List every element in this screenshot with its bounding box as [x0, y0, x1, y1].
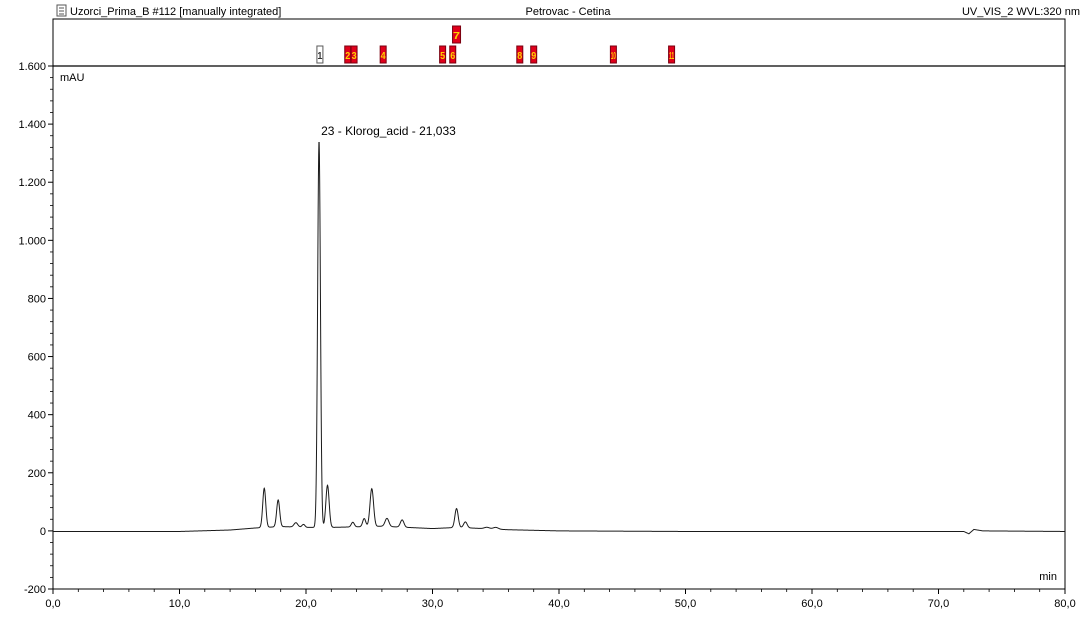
x-tick-label: 30,0: [422, 598, 443, 610]
peak-annotation-label: 23 - Klorog_acid - 21,033: [321, 124, 456, 138]
peak-marker: 6: [449, 45, 457, 64]
peak-marker-label: 1: [317, 51, 322, 62]
peak-marker-box: [516, 45, 524, 64]
peak-marker-band: 1 2 3 4 5 6 7 8 9 10 11: [316, 25, 676, 64]
x-tick-label: 70,0: [928, 598, 949, 610]
peak-marker: 4: [379, 45, 387, 64]
document-icon[interactable]: [56, 4, 67, 17]
y-tick-label: 0: [40, 526, 46, 538]
peak-marker-label: 4: [381, 51, 386, 62]
x-axis-label: min: [1039, 571, 1057, 583]
peak-marker: 3: [350, 45, 358, 64]
x-tick-label: 20,0: [295, 598, 316, 610]
x-tick-label: 50,0: [675, 598, 696, 610]
peak-marker: 1: [316, 45, 324, 64]
y-tick-label: 1.400: [18, 119, 46, 131]
peak-marker-box: [350, 45, 358, 64]
plot-frame: [52, 18, 1066, 590]
peak-marker-box: [452, 25, 462, 44]
chromatogram-trace: [53, 142, 1065, 535]
y-tick-label: -200: [24, 584, 46, 596]
x-tick-label: 40,0: [548, 598, 569, 610]
x-tick-label: 10,0: [169, 598, 190, 610]
y-tick-label: 1.200: [18, 177, 46, 189]
peak-marker-label: 8: [517, 51, 522, 62]
y-tick-label: 600: [28, 352, 46, 364]
peak-marker-box: [668, 45, 676, 64]
peak-marker-box: [530, 45, 538, 64]
chromatogram-center-title: Petrovac - Cetina: [526, 6, 612, 18]
x-axis: 0,0 10,0 20,0 30,0 40,0 50,0 60,0 70,0 80,0: [45, 589, 1076, 610]
chromatogram-sample-title: Uzorci_Prima_B #112 [manually integrated…: [70, 6, 281, 18]
peak-marker-label: 6: [450, 51, 455, 62]
peak-marker-label: 2: [345, 51, 350, 62]
peak-annotations: 23 - Klorog_acid - 21,033: [321, 124, 456, 138]
y-axis: -200 0 200 400 600 800 1.000 1.200 1.400 1.600: [18, 61, 53, 596]
y-tick-label: 1.600: [18, 61, 46, 73]
peak-marker-box: [609, 45, 617, 64]
peak-marker: 11: [668, 45, 676, 64]
y-tick-label: 200: [28, 468, 46, 480]
peak-marker: 2: [344, 45, 352, 64]
y-tick-label: 400: [28, 410, 46, 422]
peak-marker: 5: [439, 45, 447, 64]
y-tick-label: 1.000: [18, 235, 46, 247]
y-tick-label: 800: [28, 293, 46, 305]
peak-marker-label: 9: [531, 51, 536, 62]
peak-marker: 9: [530, 45, 538, 64]
header-bar: Uzorci_Prima_B #112 [manually integrated…: [56, 4, 1080, 18]
x-tick-label: 60,0: [801, 598, 822, 610]
x-tick-label: 0,0: [45, 598, 60, 610]
peak-marker-box: [316, 45, 324, 64]
peak-marker-box: [449, 45, 457, 64]
chromatogram-channel-title: UV_VIS_2 WVL:320 nm: [962, 6, 1080, 18]
peak-marker-label: 11: [669, 51, 674, 62]
peak-marker: 10: [609, 45, 617, 64]
peak-marker-label: 3: [352, 51, 357, 62]
peak-marker-box: [379, 45, 387, 64]
peak-marker: 8: [516, 45, 524, 64]
x-tick-label: 80,0: [1054, 598, 1075, 610]
y-axis-label: mAU: [60, 72, 85, 84]
peak-marker: 7: [452, 25, 462, 44]
peak-marker-label: 10: [611, 51, 616, 62]
peak-marker-label: 5: [440, 51, 445, 62]
peak-marker-label: 7: [453, 31, 461, 42]
peak-marker-box: [439, 45, 447, 64]
